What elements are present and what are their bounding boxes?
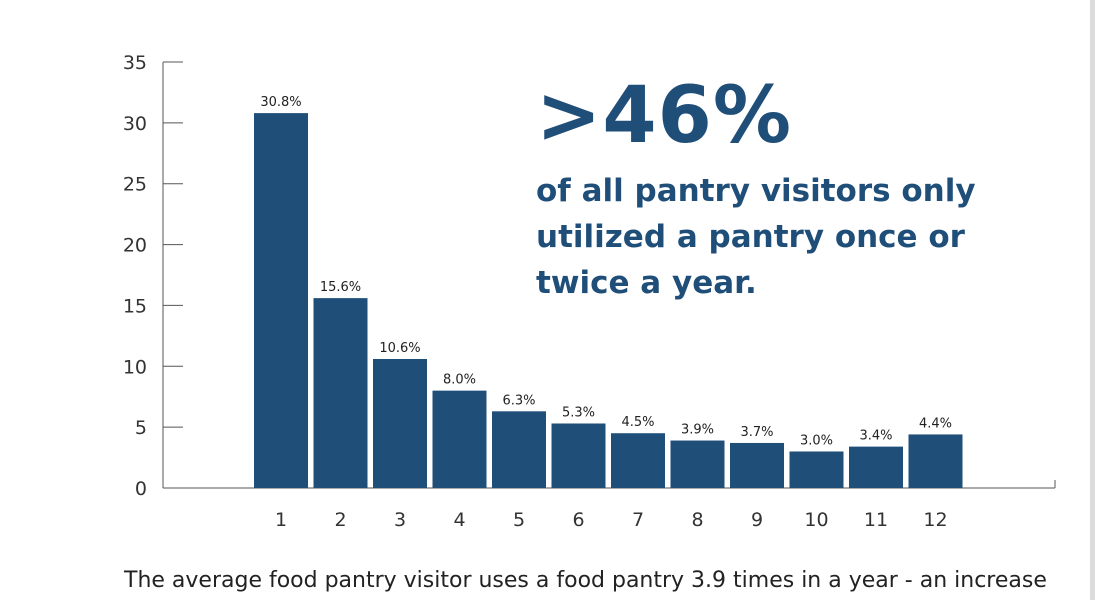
x-tick-label: 8 xyxy=(691,509,703,531)
y-tick-label: 0 xyxy=(135,478,147,500)
x-tick-label: 12 xyxy=(923,509,947,531)
x-tick-label: 11 xyxy=(864,509,888,531)
data-label: 8.0% xyxy=(443,373,476,388)
y-tick-label: 20 xyxy=(123,235,147,257)
bar xyxy=(492,411,546,488)
bar xyxy=(551,423,606,488)
bar xyxy=(313,298,368,488)
data-label: 4.5% xyxy=(621,415,654,430)
data-label: 3.7% xyxy=(740,425,773,440)
callout: >46% of all pantry visitors only utilize… xyxy=(536,70,996,306)
bar xyxy=(789,451,844,488)
x-tick-label: 1 xyxy=(275,509,287,531)
bar xyxy=(611,433,665,488)
y-tick-label: 30 xyxy=(123,113,147,135)
data-label: 5.3% xyxy=(562,405,595,420)
data-label: 10.6% xyxy=(379,341,420,356)
bar xyxy=(670,440,725,488)
x-tick-label: 10 xyxy=(804,509,828,531)
x-tick-label: 4 xyxy=(453,509,465,531)
data-label: 3.0% xyxy=(800,433,833,448)
page-edge-divider xyxy=(1090,0,1095,600)
data-label: 4.4% xyxy=(919,416,952,431)
data-label: 6.3% xyxy=(502,393,535,408)
data-label: 3.9% xyxy=(681,423,714,438)
y-tick-label: 10 xyxy=(123,356,147,378)
callout-text: of all pantry visitors only utilized a p… xyxy=(536,173,976,301)
bar-chart: 0 5 10 15 20 25 30 35 30.8% 1 15.6% 2 10.6% 3 8.0% 4 6.3… xyxy=(123,52,1056,531)
y-tick-label: 35 xyxy=(123,52,147,74)
caption: The average food pantry visitor uses a f… xyxy=(124,568,1047,593)
bar xyxy=(432,390,487,488)
bar xyxy=(908,434,963,488)
data-label: 15.6% xyxy=(320,280,361,295)
y-tick-label: 25 xyxy=(123,174,147,196)
x-tick-label: 6 xyxy=(572,509,584,531)
x-tick-label: 2 xyxy=(334,509,346,531)
y-tick-label: 15 xyxy=(123,295,147,317)
callout-headline: >46% xyxy=(536,71,793,161)
bar xyxy=(254,113,308,489)
y-tick-label: 5 xyxy=(135,417,147,439)
bar xyxy=(849,446,903,488)
data-label: 3.4% xyxy=(859,429,892,444)
x-tick-label: 5 xyxy=(513,509,525,531)
x-tick-label: 9 xyxy=(751,509,763,531)
x-tick-label: 7 xyxy=(632,509,644,531)
x-tick-label: 3 xyxy=(394,509,406,531)
data-label: 30.8% xyxy=(260,95,301,110)
bar xyxy=(730,442,784,488)
bar xyxy=(373,358,427,488)
